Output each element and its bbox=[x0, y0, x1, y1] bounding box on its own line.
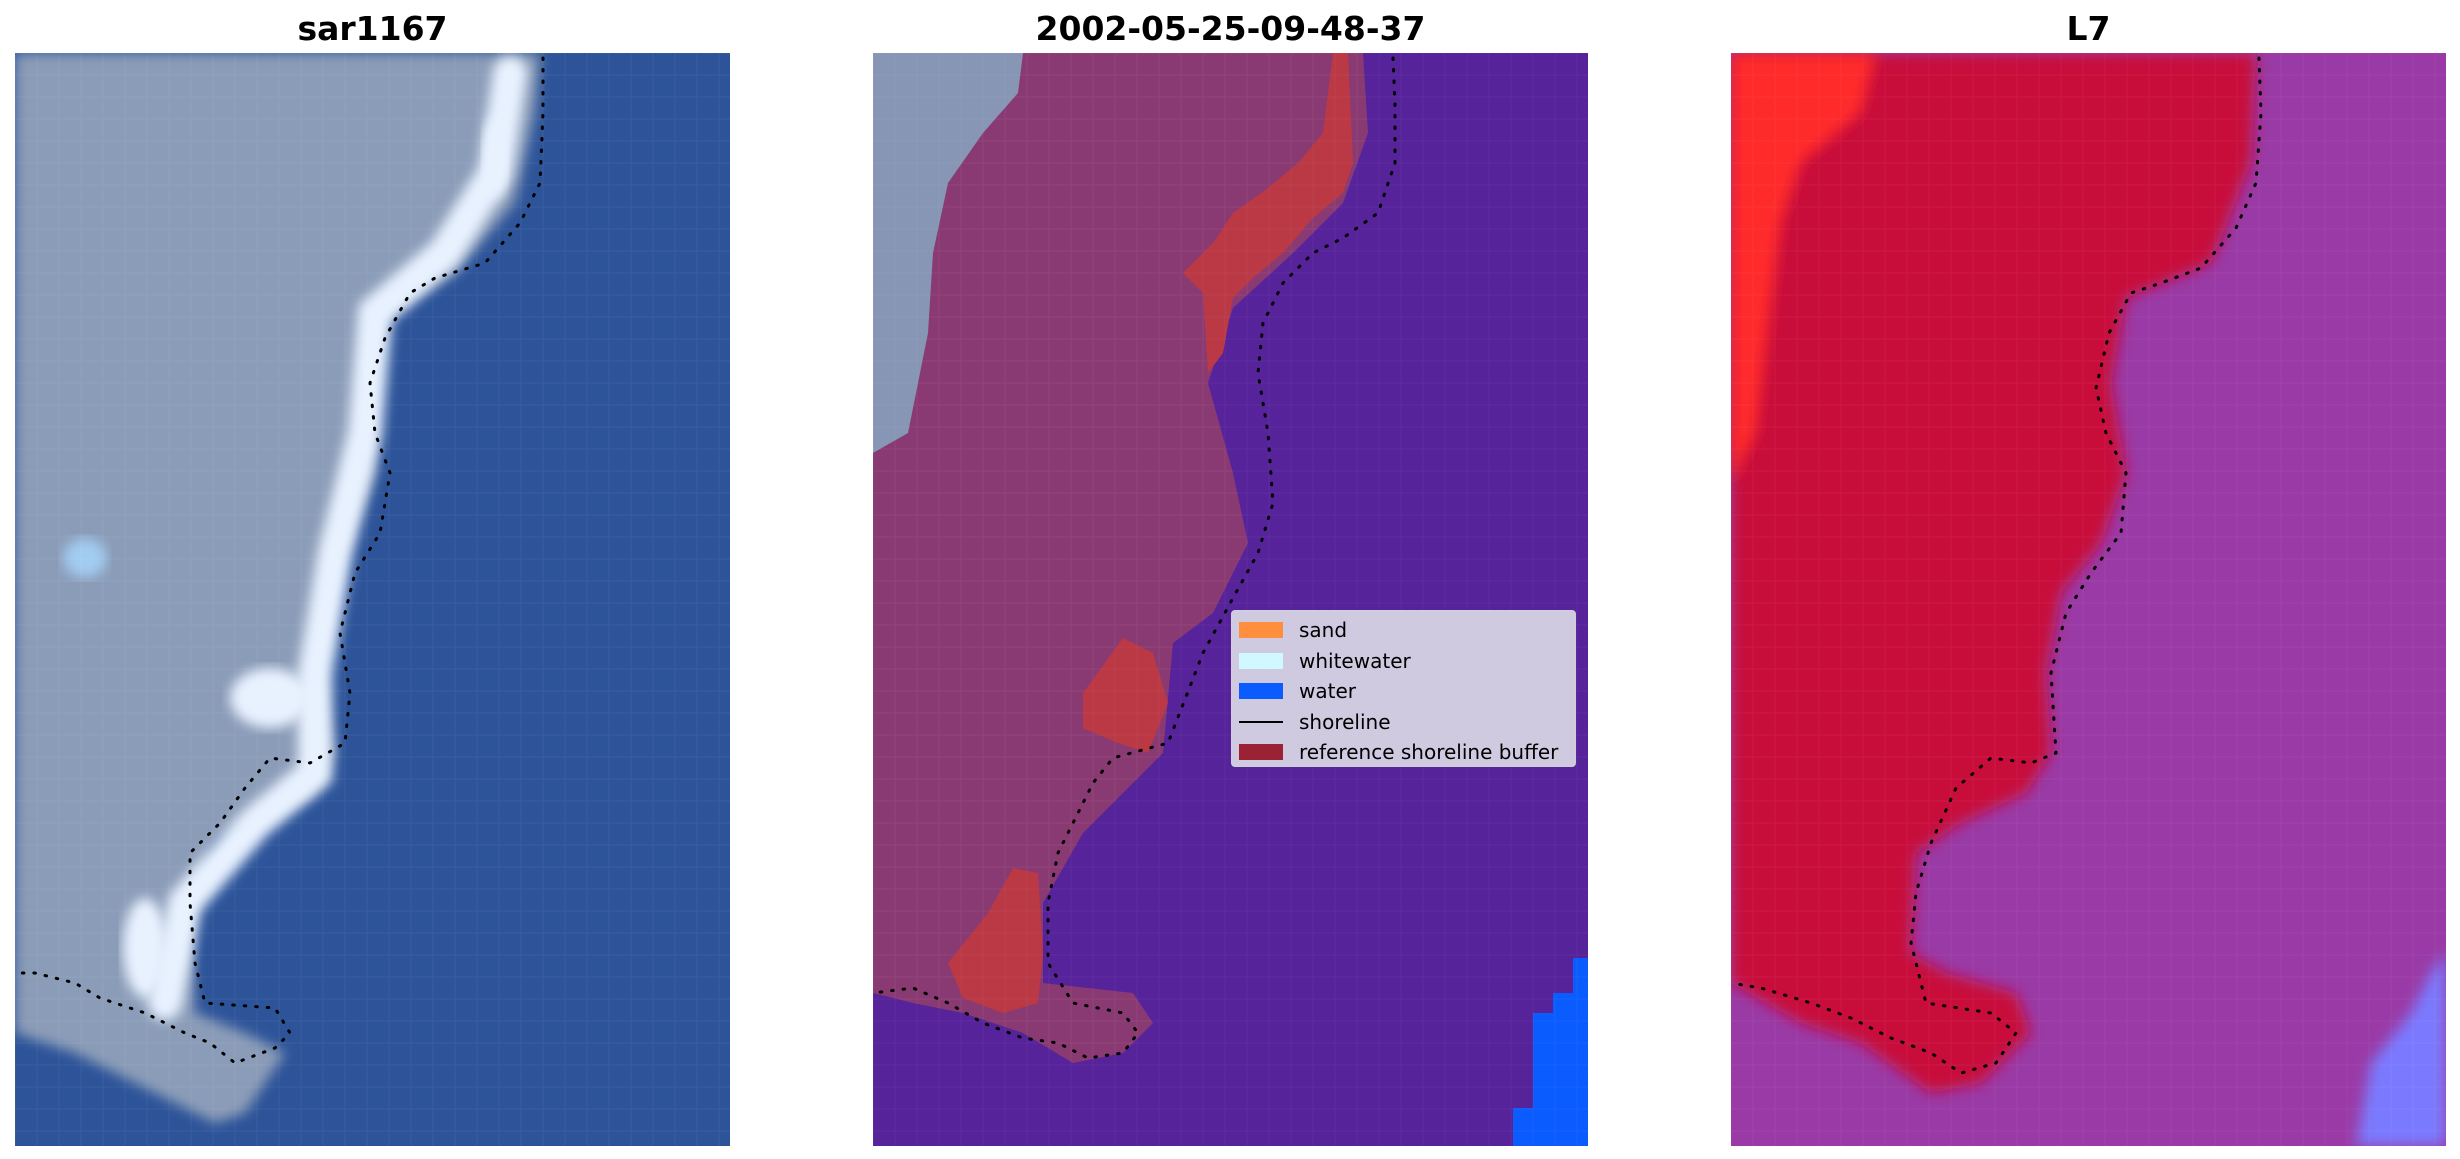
legend-swatch-whitewater bbox=[1239, 652, 1283, 669]
legend-label: reference shoreline buffer bbox=[1299, 740, 1559, 765]
panel-title-rgb: sar1167 bbox=[297, 9, 448, 48]
legend-item-reference-buffer: reference shoreline buffer bbox=[1232, 737, 1575, 768]
water-index-image bbox=[1731, 53, 2446, 1146]
legend-label: shoreline bbox=[1299, 709, 1391, 734]
panel-title-classification: 2002-05-25-09-48-37 bbox=[1035, 9, 1426, 48]
legend-swatch-shoreline bbox=[1239, 720, 1283, 723]
legend-item-whitewater: whitewater bbox=[1232, 646, 1575, 677]
panel-title-index: L7 bbox=[2066, 9, 2111, 48]
rgb-image-panel bbox=[15, 53, 730, 1146]
legend-swatch-sand bbox=[1239, 622, 1283, 639]
classified-image bbox=[873, 53, 1588, 1146]
legend: sand whitewater water shoreline referenc… bbox=[1231, 610, 1576, 767]
classification-panel bbox=[873, 53, 1588, 1146]
legend-label: sand bbox=[1299, 618, 1348, 643]
legend-swatch-reference-buffer bbox=[1239, 744, 1283, 761]
index-panel bbox=[1731, 53, 2446, 1146]
legend-item-shoreline: shoreline bbox=[1232, 707, 1575, 738]
legend-label: water bbox=[1299, 679, 1356, 704]
legend-item-water: water bbox=[1232, 676, 1575, 707]
legend-item-sand: sand bbox=[1232, 615, 1575, 646]
rgb-satellite-image bbox=[15, 53, 730, 1146]
legend-label: whitewater bbox=[1299, 648, 1411, 673]
shoreline-dots bbox=[873, 56, 1397, 1060]
legend-swatch-water bbox=[1239, 683, 1283, 700]
